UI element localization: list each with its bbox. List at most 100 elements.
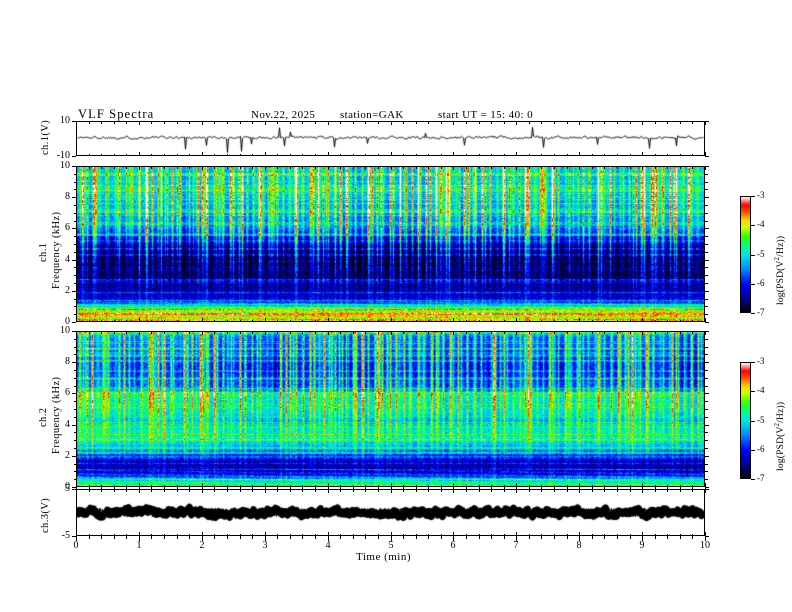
colorbar-ch1-tick-label-0: -3 bbox=[757, 190, 765, 200]
axis-tick bbox=[705, 440, 708, 441]
y-tick-label-ch1-3: 6 bbox=[65, 222, 70, 233]
axis-tick bbox=[705, 283, 708, 284]
axis-tick bbox=[240, 536, 241, 539]
y-tick-label-ch1-4: 8 bbox=[65, 191, 70, 202]
axis-tick bbox=[705, 189, 708, 190]
axis-tick bbox=[491, 536, 492, 539]
axis-tick bbox=[403, 536, 404, 539]
axis-tick bbox=[705, 166, 706, 170]
axis-tick bbox=[705, 417, 708, 418]
y-tick-label-ch1-1: 2 bbox=[65, 285, 70, 296]
axis-tick bbox=[705, 314, 708, 315]
colorbar-ch2-tick bbox=[751, 362, 755, 363]
axis-tick bbox=[114, 536, 115, 539]
axis-tick bbox=[705, 275, 708, 276]
y-tick-label-ch2-2: 4 bbox=[65, 419, 70, 430]
axis-tick bbox=[705, 244, 708, 245]
colorbar-ch2-tick bbox=[751, 391, 755, 392]
colorbar-ch1-tick-label-3: -6 bbox=[757, 278, 765, 288]
axis-tick bbox=[391, 536, 392, 541]
panel-ch2-spectrogram bbox=[76, 331, 705, 487]
axis-tick bbox=[705, 221, 708, 222]
axis-tick bbox=[516, 536, 517, 541]
axis-tick bbox=[72, 536, 76, 537]
panel-ch2-name: ch.2 bbox=[38, 407, 49, 427]
axis-tick bbox=[705, 228, 709, 229]
axis-tick bbox=[227, 536, 228, 539]
station-label: station=GAK bbox=[340, 109, 404, 121]
panel-ch2-axis-title: Frequency (kHz) bbox=[51, 376, 62, 454]
colorbar-ch1-tick bbox=[751, 313, 755, 314]
axis-tick bbox=[302, 536, 303, 539]
y-tick-label-ch1-5: 10 bbox=[60, 160, 70, 171]
colorbar-ch2-tick bbox=[751, 450, 755, 451]
axis-tick bbox=[705, 339, 708, 340]
axis-tick bbox=[705, 156, 709, 157]
axis-tick bbox=[554, 536, 555, 539]
colorbar-ch1-title: log(PSD(V2/Hz)) bbox=[774, 235, 787, 305]
colorbar-ch1-tick-label-2: -5 bbox=[757, 249, 765, 259]
axis-tick bbox=[705, 236, 708, 237]
axis-tick bbox=[705, 456, 709, 457]
axis-tick bbox=[705, 489, 706, 493]
axis-tick bbox=[353, 536, 354, 539]
axis-tick bbox=[705, 393, 709, 394]
colorbar-ch2-tick-label-4: -7 bbox=[757, 473, 765, 483]
colorbar-ch2-tick bbox=[751, 479, 755, 480]
x-tick-label-9: 9 bbox=[639, 540, 645, 551]
axis-tick bbox=[202, 536, 203, 541]
axis-tick bbox=[705, 489, 709, 490]
axis-tick bbox=[541, 536, 542, 539]
axis-tick bbox=[705, 347, 708, 348]
axis-tick bbox=[705, 197, 709, 198]
panel-ch1-axis-title: Frequency (kHz) bbox=[51, 211, 62, 289]
y-tick-label-ch2-1: 2 bbox=[65, 450, 70, 461]
y-tick-label-ch2-4: 8 bbox=[65, 356, 70, 367]
axis-tick bbox=[72, 156, 76, 157]
axis-tick bbox=[705, 386, 708, 387]
axis-tick bbox=[72, 487, 76, 488]
axis-tick bbox=[705, 370, 708, 371]
axis-tick bbox=[365, 536, 366, 539]
axis-tick bbox=[126, 536, 127, 539]
colorbar-ch1-tick-label-1: -4 bbox=[757, 219, 765, 229]
x-tick-label-1: 1 bbox=[136, 540, 142, 551]
axis-tick bbox=[705, 322, 709, 323]
axis-tick bbox=[340, 536, 341, 539]
axis-tick bbox=[705, 174, 708, 175]
axis-tick bbox=[76, 536, 77, 541]
axis-tick bbox=[277, 536, 278, 539]
axis-tick bbox=[604, 536, 605, 539]
axis-tick bbox=[592, 536, 593, 539]
axis-tick bbox=[529, 536, 530, 539]
axis-tick bbox=[453, 536, 454, 541]
axis-tick bbox=[265, 536, 266, 541]
axis-tick bbox=[655, 536, 656, 539]
colorbar-ch2-tick-label-3: -6 bbox=[757, 444, 765, 454]
colorbar-ch1-tick bbox=[751, 225, 755, 226]
observation-date: Nov.22, 2025 bbox=[251, 109, 316, 121]
axis-tick bbox=[705, 483, 706, 487]
panel-ch1-voltage bbox=[76, 121, 705, 156]
axis-tick bbox=[479, 536, 480, 539]
axis-tick bbox=[214, 536, 215, 539]
x-tick-label-4: 4 bbox=[325, 540, 331, 551]
x-tick-label-7: 7 bbox=[513, 540, 519, 551]
axis-tick bbox=[705, 166, 709, 167]
axis-tick bbox=[705, 409, 708, 410]
x-tick-label-3: 3 bbox=[262, 540, 268, 551]
colorbar-ch1-tick bbox=[751, 284, 755, 285]
axis-tick bbox=[667, 536, 668, 539]
axis-tick bbox=[705, 331, 706, 335]
y-tick-label-ch1-0: 0 bbox=[65, 316, 70, 327]
start-ut-label: start UT = 15: 40: 0 bbox=[438, 109, 533, 121]
x-tick-label-5: 5 bbox=[388, 540, 394, 551]
panel-ch1-name: ch.1 bbox=[38, 242, 49, 262]
axis-tick bbox=[567, 536, 568, 539]
figure-title: VLF Spectra bbox=[78, 107, 155, 121]
colorbar-ch2 bbox=[740, 362, 751, 479]
colorbar-ch2-tick-label-0: -3 bbox=[757, 356, 765, 366]
axis-tick bbox=[290, 536, 291, 539]
axis-tick bbox=[705, 484, 706, 489]
axis-tick bbox=[164, 536, 165, 539]
